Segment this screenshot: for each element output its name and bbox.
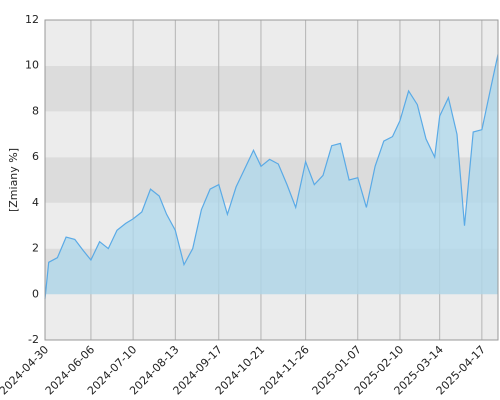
y-tick-label: 8 [32,104,39,117]
grid-band [45,65,498,112]
y-tick-label: 0 [32,287,39,300]
y-tick-label: -2 [28,333,39,346]
y-axis-label: [Zmiany %] [7,148,20,212]
y-tick-label: 6 [32,150,39,163]
line [44,54,499,299]
grid-band [45,294,498,340]
grid-band [45,20,498,66]
area [45,54,498,299]
y-tick-label: 12 [25,13,39,26]
plot-frame [44,19,499,341]
y-tick-label: 10 [25,59,39,72]
y-tick-label: 4 [32,196,39,209]
y-tick-label: 2 [32,242,39,255]
